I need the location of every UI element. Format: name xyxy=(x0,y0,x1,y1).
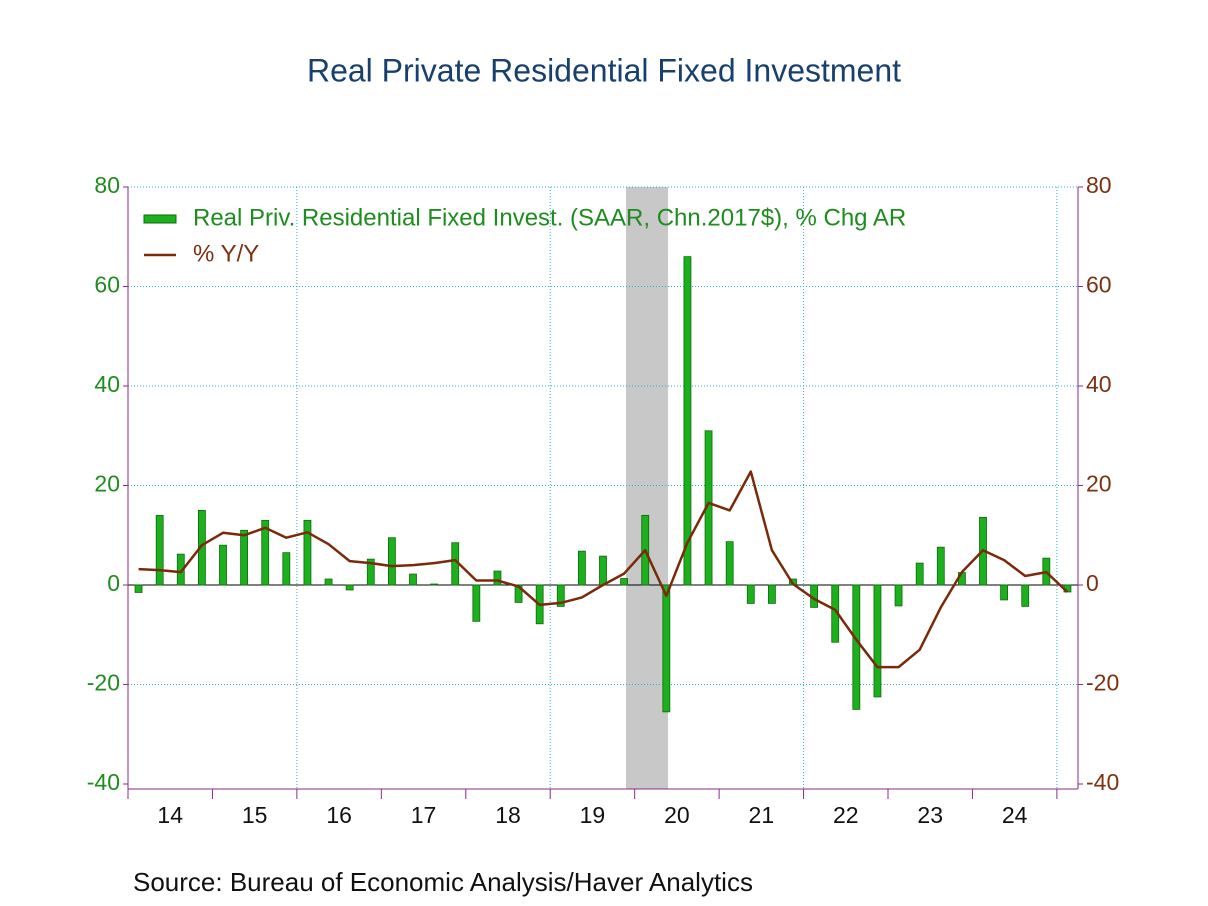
x-tick-label: 15 xyxy=(242,802,268,828)
bar xyxy=(324,578,333,586)
y2-tick-label: 80 xyxy=(1086,172,1112,198)
bar xyxy=(767,584,776,604)
x-tick-label: 23 xyxy=(917,802,943,828)
y-tick-label: 40 xyxy=(94,371,120,397)
x-tick-label: 14 xyxy=(157,802,183,828)
y-tick-label: 0 xyxy=(107,570,120,596)
bar xyxy=(261,519,270,586)
y-tick-label: 20 xyxy=(94,471,120,497)
bar xyxy=(683,256,692,586)
bar xyxy=(1021,584,1030,607)
y2-tick-label: 40 xyxy=(1086,371,1112,397)
bar xyxy=(915,562,924,586)
x-tick-label: 20 xyxy=(664,802,690,828)
bar xyxy=(662,584,671,713)
y2-tick-label: -20 xyxy=(1086,670,1119,696)
bar xyxy=(894,584,903,607)
legend-label: Real Priv. Residential Fixed Invest. (SA… xyxy=(193,204,906,231)
y2-tick-label: -40 xyxy=(1086,769,1119,795)
bar xyxy=(282,552,291,586)
x-tick-label: 18 xyxy=(495,802,521,828)
x-tick-label: 22 xyxy=(833,802,859,828)
bar xyxy=(577,550,586,586)
y-tick-label: -40 xyxy=(87,769,120,795)
bar xyxy=(852,584,861,710)
bar xyxy=(556,584,565,607)
bar xyxy=(599,555,607,586)
bar xyxy=(134,584,143,593)
y2-tick-label: 20 xyxy=(1086,471,1112,497)
x-tick-label: 21 xyxy=(749,802,775,828)
y-tick-label: 80 xyxy=(94,172,120,198)
bar xyxy=(303,519,312,586)
bar xyxy=(746,584,755,604)
bar xyxy=(366,558,375,586)
y2-tick-label: 0 xyxy=(1086,570,1099,596)
bar xyxy=(219,544,227,586)
legend-label: % Y/Y xyxy=(193,240,259,267)
bar xyxy=(873,584,882,698)
bar xyxy=(240,529,249,586)
bar xyxy=(472,584,481,622)
bar xyxy=(936,546,945,586)
line xyxy=(138,470,1069,669)
bar xyxy=(725,541,734,586)
x-tick-label: 16 xyxy=(326,802,352,828)
bar xyxy=(155,514,164,586)
bar xyxy=(409,573,417,586)
bar xyxy=(514,584,523,603)
chart-title: Real Private Residential Fixed Investmen… xyxy=(307,52,901,88)
x-tick-label: 24 xyxy=(1002,802,1028,828)
recession-shade xyxy=(626,187,668,789)
y-tick-label: 60 xyxy=(94,272,120,298)
source-note: Source: Bureau of Economic Analysis/Have… xyxy=(133,867,753,897)
bar xyxy=(1000,584,1009,601)
bar xyxy=(430,583,439,586)
x-tick-label: 17 xyxy=(411,802,437,828)
bar xyxy=(493,570,502,586)
legend-swatch xyxy=(143,214,177,224)
x-tick-label: 19 xyxy=(580,802,606,828)
bar xyxy=(387,537,396,586)
y-tick-label: -20 xyxy=(87,670,120,696)
bar xyxy=(620,578,629,586)
bar xyxy=(345,584,354,591)
y2-tick-label: 60 xyxy=(1086,272,1112,298)
